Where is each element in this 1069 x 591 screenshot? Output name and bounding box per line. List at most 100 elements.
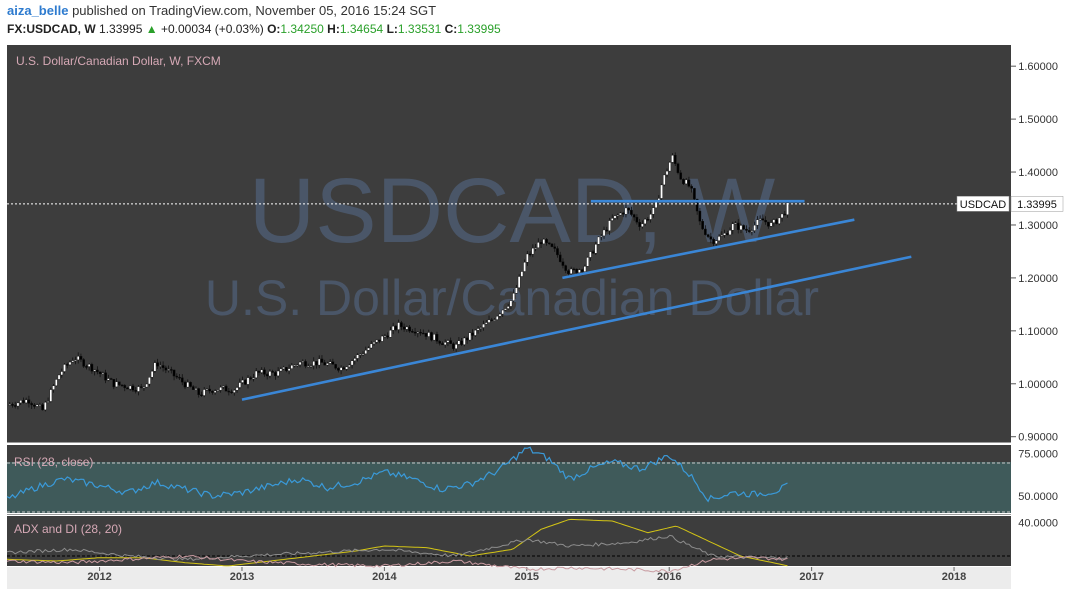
open-value: 1.34250: [280, 22, 324, 36]
candle-body: [375, 339, 379, 343]
candle-body: [194, 388, 198, 390]
candle-body: [665, 170, 669, 176]
candle-body: [257, 370, 261, 373]
candle-body: [411, 331, 414, 333]
candle-body: [443, 342, 447, 346]
candle-body: [597, 236, 600, 245]
candle-body: [649, 214, 652, 220]
candle-body: [761, 218, 765, 221]
candle-body: [739, 225, 743, 230]
candle-body: [11, 404, 14, 406]
candle-body: [717, 236, 721, 241]
candle-body: [547, 242, 551, 245]
candle-body: [312, 361, 316, 366]
time-tick-label: 2014: [372, 571, 397, 583]
rsi-tick-label: 75.0000: [1018, 449, 1058, 461]
candle-body: [767, 221, 770, 227]
candle-body: [260, 369, 263, 373]
candle-body: [627, 207, 630, 211]
candle-body: [380, 335, 384, 342]
candle-body: [509, 300, 513, 307]
candle-body: [115, 381, 118, 388]
candle-body: [397, 322, 400, 330]
candle-body: [405, 326, 409, 330]
candle-body: [276, 370, 280, 377]
candle-body: [164, 367, 168, 371]
candle-body: [564, 265, 567, 271]
candle-body: [465, 337, 469, 341]
candle-body: [8, 404, 12, 406]
candle-body: [230, 391, 233, 394]
candle-body: [621, 212, 625, 215]
candle-body: [98, 371, 102, 375]
candle-body: [263, 369, 266, 375]
candle-body: [93, 369, 96, 372]
candle-body: [515, 287, 518, 294]
price-tick-label: 1.00000: [1018, 379, 1058, 391]
candle-body: [493, 319, 496, 321]
candle-body: [63, 364, 66, 372]
candle-body: [591, 251, 595, 254]
time-ticks: 2012 2013 2014 2015 2016 2017 2018: [87, 567, 966, 583]
watermark-name: U.S. Dollar/Canadian Dollar: [205, 270, 819, 326]
candle-body: [449, 340, 452, 344]
candle-body: [725, 233, 729, 236]
candle-body: [613, 215, 617, 219]
candle-body: [460, 340, 463, 345]
candle-body: [736, 222, 740, 230]
candle-body: [695, 198, 699, 212]
candle-body: [35, 404, 39, 407]
candle-body: [402, 326, 406, 330]
candle-body: [580, 269, 584, 272]
watermark-symbol: USDCAD, W: [249, 160, 776, 262]
candle-body: [638, 222, 641, 227]
candle-body: [709, 236, 713, 240]
candle-body: [90, 364, 94, 372]
candle-body: [501, 309, 505, 315]
candle-body: [742, 225, 746, 230]
candle-body: [109, 378, 113, 380]
candle-body: [315, 361, 318, 366]
candle-body: [369, 343, 373, 349]
candle-body: [641, 223, 644, 227]
candle-body: [183, 381, 187, 388]
candle-body: [145, 383, 148, 388]
candle-body: [624, 207, 628, 215]
candle-body: [107, 378, 110, 381]
candle-body: [367, 347, 370, 351]
candle-body: [772, 219, 776, 223]
candle-body: [41, 404, 44, 411]
candle-body: [87, 364, 91, 367]
candle-body: [175, 375, 179, 378]
candle-body: [526, 253, 529, 263]
candle-body: [474, 329, 477, 336]
candle-body: [419, 331, 422, 334]
candle-body: [233, 390, 236, 393]
candle-body: [400, 322, 403, 328]
candle-body: [96, 369, 99, 373]
candle-body: [783, 213, 787, 216]
candle-body: [148, 377, 151, 385]
candle-body: [517, 276, 521, 288]
candle-body: [298, 361, 302, 366]
chart-area[interactable]: USDCAD, W U.S. Dollar/Canadian Dollar U.…: [0, 42, 1069, 591]
candle-body: [309, 365, 313, 367]
candle-body: [668, 162, 672, 172]
candle-body: [490, 319, 494, 321]
candle-body: [682, 179, 685, 185]
trendlines[interactable]: [241, 199, 912, 401]
candle-body: [361, 353, 365, 356]
symbol-tag-label: USDCAD: [960, 199, 1007, 211]
candle-body: [542, 239, 546, 245]
author-link[interactable]: aiza_belle: [7, 3, 69, 18]
price-axis[interactable]: [1011, 45, 1069, 567]
candle-body: [104, 372, 107, 381]
price-tick-label: 1.50000: [1018, 114, 1058, 126]
candle-body: [610, 218, 614, 221]
publish-line: aiza_belle published on TradingView.com,…: [7, 3, 436, 18]
candle-body: [463, 337, 466, 345]
trendline[interactable]: [562, 218, 855, 280]
rsi-label: RSI (28, close): [14, 455, 93, 469]
trendline[interactable]: [241, 255, 912, 401]
high-value: 1.34654: [339, 22, 384, 36]
